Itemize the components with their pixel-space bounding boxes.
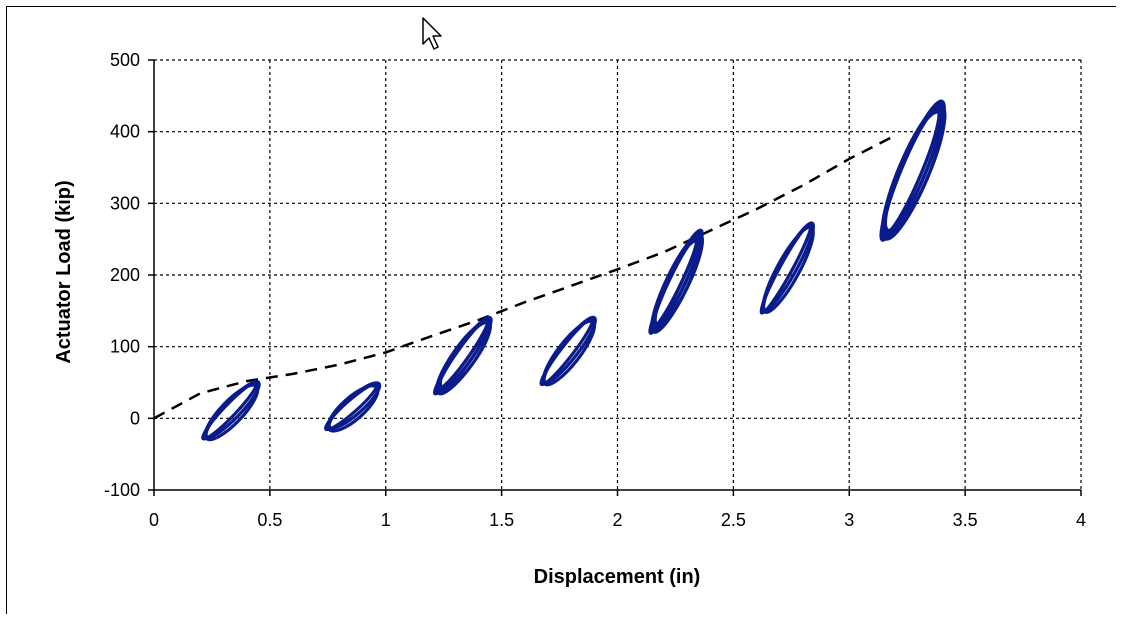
loop-trace (652, 239, 702, 328)
x-tick-label: 1.5 (489, 510, 514, 530)
loop-trace (436, 317, 490, 391)
grid-lines (154, 59, 1082, 490)
arrow-cursor-icon (422, 17, 442, 50)
x-tick-label: 3 (844, 510, 854, 530)
x-axis-title: Displacement (in) (534, 566, 701, 588)
hysteresis-loop (648, 228, 704, 335)
hysteresis-loop (759, 221, 816, 315)
x-tick-label: 2 (612, 510, 622, 530)
loop-trace (323, 381, 379, 432)
loop-trace (761, 225, 815, 314)
y-tick-label: 100 (110, 337, 140, 357)
hysteresis-loop (539, 315, 597, 387)
loop-trace (326, 384, 380, 433)
x-tick-label: 0.5 (257, 510, 282, 530)
loop-trace (438, 320, 492, 391)
y-tick-label: -100 (104, 480, 140, 500)
loop-trace (883, 106, 944, 232)
hysteresis-loop (432, 315, 493, 396)
x-tick-label: 2.5 (721, 510, 746, 530)
x-tick-label: 3.5 (953, 510, 978, 530)
y-tick-label: 500 (110, 50, 140, 70)
loop-trace (883, 110, 944, 235)
y-tick-label: 0 (130, 408, 140, 428)
tick-labels: 0 0.5 1 1.5 2 2.5 3 3.5 4 -100 0 100 200 300 400 500 (104, 50, 1086, 530)
loop-trace (541, 319, 596, 387)
hysteresis-loop (323, 381, 382, 433)
axes (148, 59, 1082, 496)
envelope-line (153, 134, 897, 420)
x-tick-label: 1 (381, 510, 391, 530)
loop-trace (203, 383, 260, 442)
x-tick-label: 0 (149, 510, 159, 530)
loop-trace (201, 380, 259, 441)
y-tick-label: 300 (110, 193, 140, 213)
y-axis-title: Actuator Load (kip) (53, 180, 75, 363)
hysteresis-loop (879, 99, 947, 242)
y-tick-label: 400 (110, 122, 140, 142)
y-tick-label: 200 (110, 265, 140, 285)
loop-trace (653, 235, 701, 326)
hysteresis-loop (201, 380, 261, 442)
x-tick-label: 4 (1076, 510, 1086, 530)
data-layer (153, 99, 947, 442)
